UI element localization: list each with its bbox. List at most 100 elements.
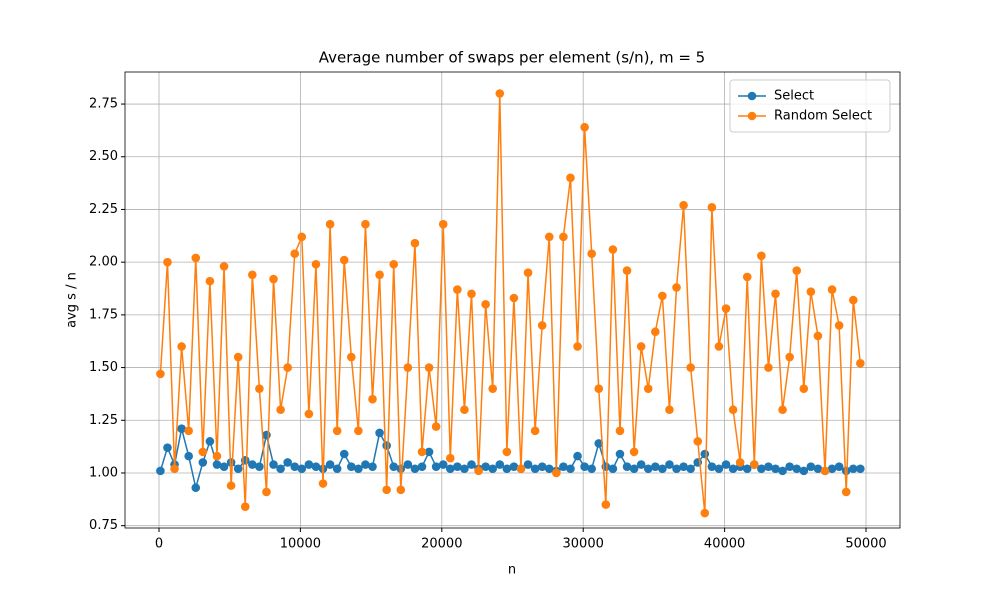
point (771, 464, 780, 474)
point (276, 405, 285, 415)
point (530, 426, 540, 436)
point (587, 249, 596, 259)
point (304, 460, 314, 469)
point (686, 464, 695, 474)
point (502, 447, 512, 457)
point (205, 276, 215, 286)
point (283, 363, 292, 372)
point (559, 232, 568, 242)
point (792, 266, 802, 275)
point (792, 464, 802, 474)
point (403, 460, 413, 469)
x-tick-label: 0 (155, 537, 163, 552)
point (382, 485, 391, 495)
y-tick-label: 2.75 (89, 97, 118, 112)
point (636, 342, 646, 351)
point (361, 219, 370, 229)
point (629, 464, 639, 474)
legend-box (729, 79, 891, 133)
point (368, 462, 377, 471)
point (431, 422, 441, 431)
point (339, 449, 349, 459)
point (643, 384, 653, 393)
point (424, 447, 434, 457)
point (785, 352, 794, 362)
point (608, 245, 618, 254)
point (636, 460, 646, 469)
point (778, 466, 787, 476)
point (721, 304, 731, 313)
point (191, 253, 201, 263)
point (530, 464, 540, 474)
point (714, 342, 724, 351)
point (198, 458, 208, 467)
point (460, 405, 469, 415)
point (431, 462, 441, 471)
x-tick-label: 50000 (845, 537, 886, 552)
point (665, 460, 674, 469)
y-tick-label: 2.25 (89, 202, 118, 217)
y-tick-label: 1.00 (89, 465, 118, 480)
point (806, 462, 816, 471)
legend-label: Select (774, 89, 814, 104)
point (375, 270, 384, 280)
point (856, 359, 865, 368)
point (820, 466, 830, 476)
point (163, 257, 172, 267)
point (785, 462, 794, 471)
point (219, 262, 229, 271)
point (332, 464, 342, 474)
point (375, 428, 384, 438)
point (742, 272, 752, 282)
point (467, 460, 476, 469)
point (806, 287, 816, 296)
point (311, 462, 321, 471)
point (290, 462, 300, 471)
point (438, 460, 448, 469)
point (544, 232, 554, 242)
y-axis-label: avg s / n (65, 272, 80, 328)
point (707, 462, 717, 471)
point (552, 468, 561, 478)
point (269, 460, 278, 469)
point (226, 481, 236, 490)
point (686, 363, 695, 372)
point (566, 173, 575, 183)
point (248, 270, 257, 280)
point (651, 462, 660, 471)
point (608, 464, 618, 474)
point (834, 462, 844, 471)
point (467, 289, 476, 299)
y-tick-label: 1.25 (89, 413, 118, 428)
point (368, 394, 377, 404)
point (672, 464, 681, 474)
point (728, 464, 738, 474)
point (248, 460, 257, 469)
point (742, 464, 752, 474)
point (184, 451, 193, 461)
series-line (159, 93, 862, 514)
point (594, 439, 604, 448)
point (184, 426, 193, 436)
y-tick-label: 1.50 (89, 360, 118, 375)
point (177, 424, 186, 434)
point (841, 487, 851, 497)
x-axis-label: n (508, 563, 516, 578)
y-tick-label: 2.00 (89, 255, 118, 270)
point (233, 352, 243, 362)
point (495, 460, 505, 469)
point (813, 331, 823, 341)
point (622, 266, 632, 275)
point (445, 453, 455, 463)
x-tick-label: 20000 (421, 537, 462, 552)
point (438, 219, 448, 229)
point (537, 321, 547, 330)
point (509, 293, 519, 303)
point (481, 300, 490, 309)
point (615, 426, 625, 436)
x-tick-label: 10000 (280, 537, 321, 552)
point (495, 89, 505, 98)
point (445, 464, 455, 474)
point (262, 487, 271, 497)
point (255, 462, 264, 471)
